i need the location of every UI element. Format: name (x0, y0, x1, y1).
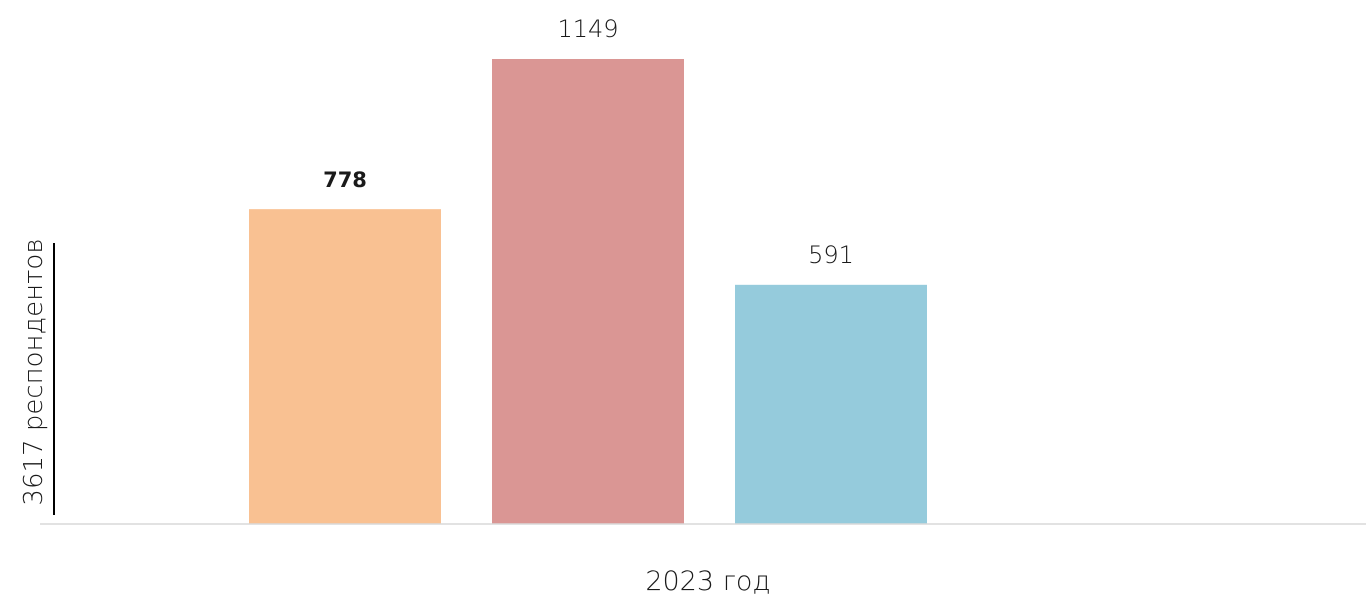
category-label: 2023 год (645, 566, 770, 595)
bar-1-value-label: 778 (323, 168, 367, 192)
bars-layer (249, 59, 927, 524)
value-labels-layer: 778 1149 591 (323, 15, 854, 269)
bar-1 (249, 209, 441, 524)
bar-2 (492, 59, 684, 524)
bar-3-value-label: 591 (808, 241, 854, 269)
bar-2-value-label: 1149 (557, 15, 618, 43)
y-axis-title: 3617 респондентов (19, 238, 49, 505)
bar-3 (735, 284, 927, 524)
